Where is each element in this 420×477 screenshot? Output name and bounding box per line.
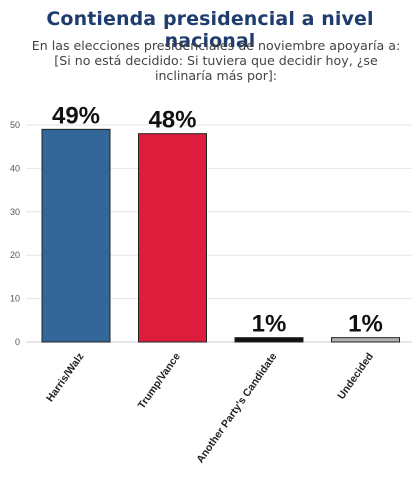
data-label-4: 1% (348, 311, 383, 338)
data-labels: 49% 48% 1% 1% (52, 102, 383, 337)
bar-4 (331, 337, 400, 343)
data-label-3: 1% (252, 311, 287, 338)
bar-2 (138, 133, 207, 343)
x-axis: Harris/Walz Trump/Vance Another Party's Ca… (44, 351, 376, 466)
bar-3 (234, 337, 304, 343)
bar-1 (41, 128, 111, 343)
y-tick-label: 0 (15, 337, 20, 347)
chart-title: Contienda presidencial a nivel nacional (46, 8, 374, 52)
y-tick-label: 50 (10, 120, 20, 130)
x-tick-label: Undecided (335, 351, 376, 402)
data-label-1: 49% (52, 102, 100, 129)
y-tick-label: 20 (10, 250, 20, 260)
chart-subtitle: En las elecciones presidenciales de novi… (31, 38, 401, 83)
x-tick-label: Harris/Walz (44, 351, 86, 404)
y-tick-label: 40 (10, 163, 20, 173)
y-tick-label: 10 (10, 294, 20, 304)
x-tick-label: Another Party's Candidate (194, 351, 279, 466)
y-axis: 0 10 20 30 40 50 (10, 120, 20, 347)
bars (41, 128, 400, 343)
data-label-2: 48% (148, 107, 196, 134)
x-tick-label: Trump/Vance (136, 351, 183, 412)
y-tick-label: 30 (10, 207, 20, 217)
